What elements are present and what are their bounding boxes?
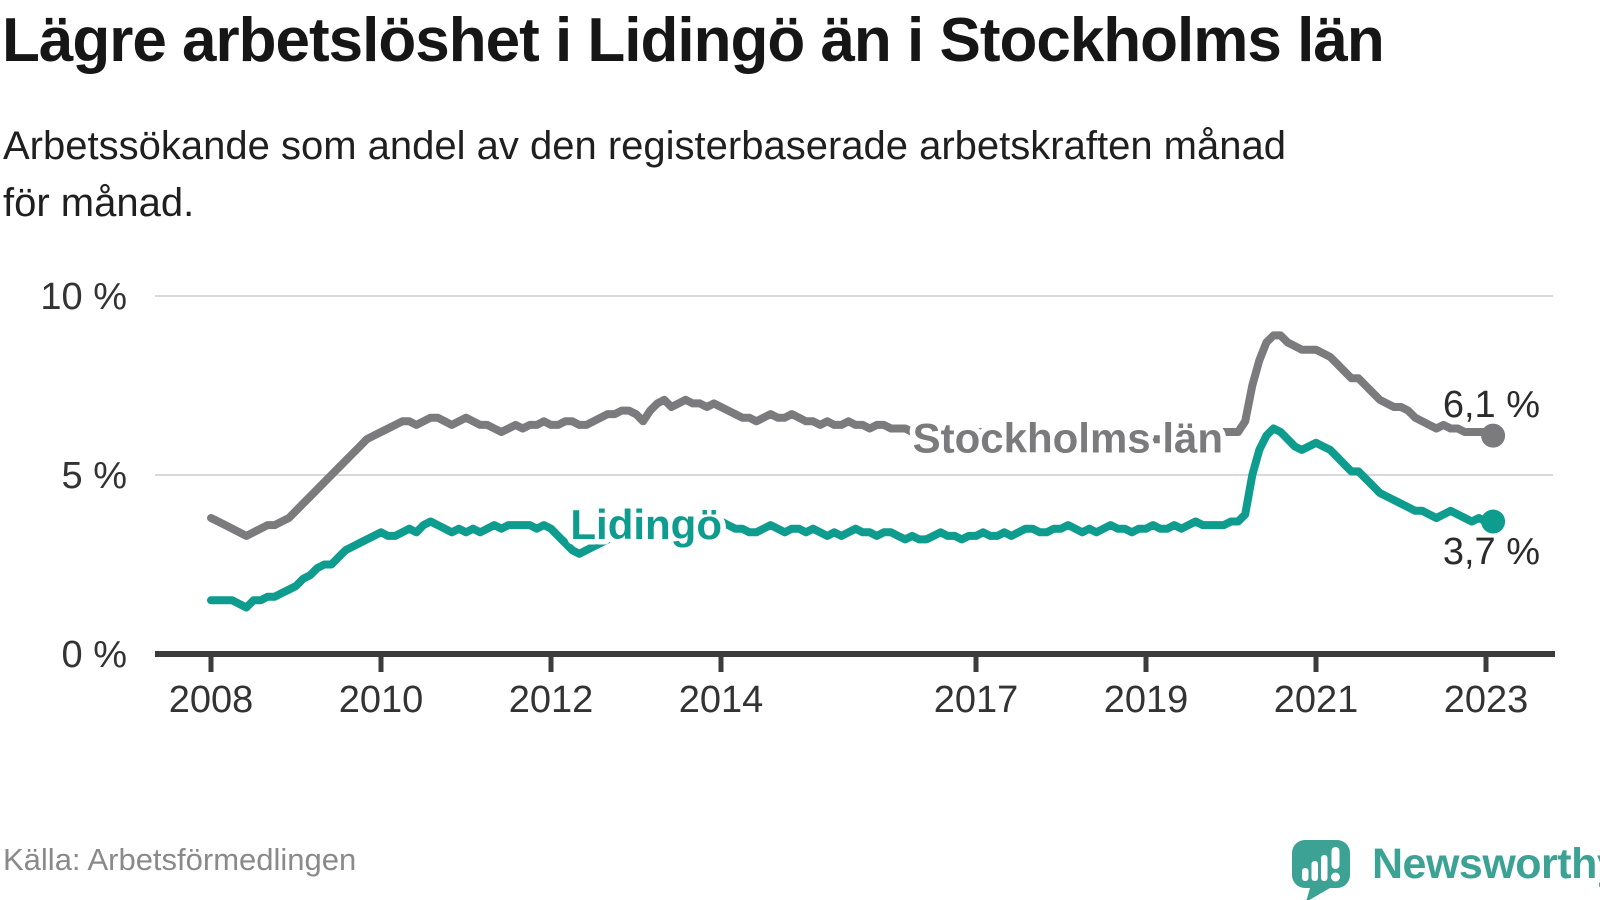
x-tick-label: 2023 xyxy=(1444,679,1529,721)
x-tick-label: 2021 xyxy=(1274,679,1359,721)
source-note: Källa: Arbetsförmedlingen xyxy=(3,842,357,877)
y-tick-label: 0 % xyxy=(62,634,127,676)
subtitle-line-1: Arbetssökande som andel av den registerb… xyxy=(3,124,1286,168)
page-title: Lägre arbetslöshet i Lidingö än i Stockh… xyxy=(2,6,1385,75)
end-value-label-stockholms-lan: 6,1 % xyxy=(1443,384,1540,426)
y-tick-label: 10 % xyxy=(40,276,127,318)
y-tick-label: 5 % xyxy=(62,455,127,497)
x-tick-label: 2017 xyxy=(934,679,1019,721)
series-annotations: Stockholms län Lidingö 6,1 % 3,7 % xyxy=(565,384,1540,573)
end-value-label-lidingo: 3,7 % xyxy=(1443,531,1540,573)
x-tick-label: 2014 xyxy=(679,679,764,721)
x-tick-label: 2010 xyxy=(339,679,424,721)
end-point-dot xyxy=(1481,423,1506,448)
line-stockholms-l-n xyxy=(207,331,1498,540)
x-tick-label: 2012 xyxy=(509,679,594,721)
x-axis: 2008 2010 2012 2014 2017 2019 2021 2023 xyxy=(155,651,1555,721)
series-lines xyxy=(207,331,1506,612)
subtitle-line-2: för månad. xyxy=(3,181,195,225)
x-tick-label: 2008 xyxy=(169,679,254,721)
end-point-dot xyxy=(1481,509,1506,534)
series-label-stockholms-lan: Stockholms län xyxy=(913,414,1223,461)
line-liding- xyxy=(207,424,1498,612)
chart-subtitle: Arbetssökande som andel av den registerb… xyxy=(3,118,1563,232)
y-axis-labels: 0 % 5 % 10 % xyxy=(40,276,127,676)
x-tick-label: 2019 xyxy=(1104,679,1189,721)
gridlines xyxy=(155,295,1553,476)
series-label-lidingo: Lidingö xyxy=(570,501,722,548)
